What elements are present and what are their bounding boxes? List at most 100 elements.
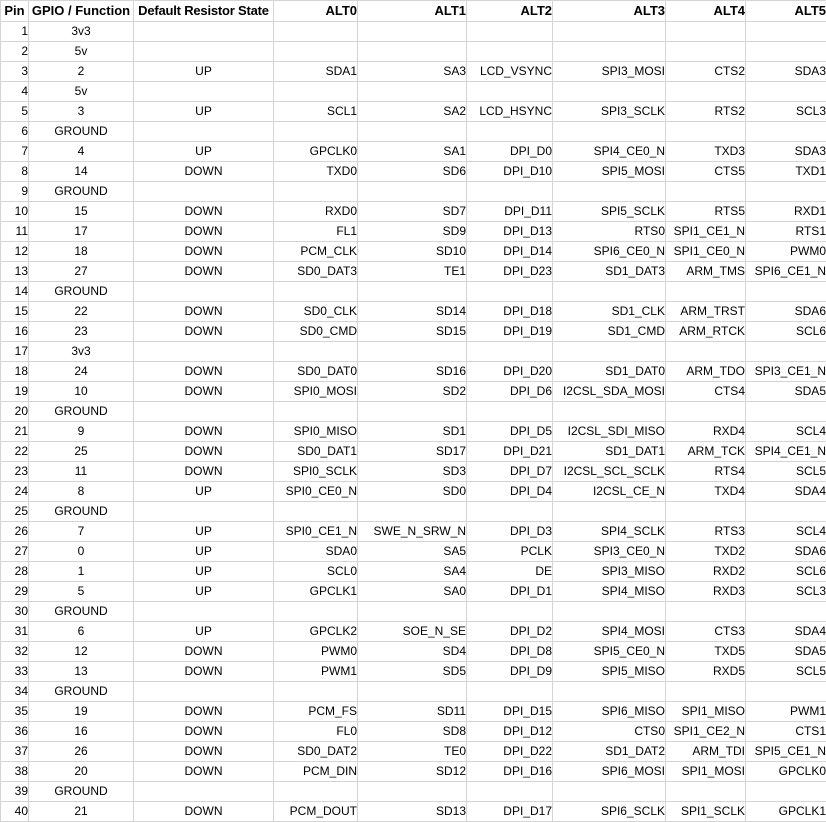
cell-alt1	[358, 22, 467, 42]
cell-alt5: SDA5	[746, 642, 826, 662]
cell-pin: 40	[1, 802, 29, 822]
cell-pin: 25	[1, 502, 29, 522]
cell-alt4: RXD5	[666, 662, 746, 682]
cell-alt2: DPI_D5	[467, 422, 553, 442]
cell-alt5: PWM1	[746, 702, 826, 722]
cell-pin: 35	[1, 702, 29, 722]
cell-alt3: SPI4_MISO	[553, 582, 666, 602]
cell-alt1: SA3	[358, 62, 467, 82]
column-header-alt4: ALT4	[666, 1, 746, 22]
cell-alt2: DPI_D14	[467, 242, 553, 262]
cell-gpio: 7	[29, 522, 134, 542]
cell-alt4: ARM_TMS	[666, 262, 746, 282]
cell-gpio: 19	[29, 702, 134, 722]
cell-alt1: SA5	[358, 542, 467, 562]
cell-alt2: DPI_D10	[467, 162, 553, 182]
cell-alt2	[467, 122, 553, 142]
cell-alt2: DPI_D7	[467, 462, 553, 482]
cell-alt0: SPI0_MOSI	[274, 382, 358, 402]
cell-pin: 13	[1, 262, 29, 282]
cell-resistor	[134, 282, 274, 302]
cell-gpio: 17	[29, 222, 134, 242]
cell-alt3	[553, 182, 666, 202]
cell-alt2	[467, 502, 553, 522]
cell-alt3: SPI3_SCLK	[553, 102, 666, 122]
cell-alt5	[746, 602, 826, 622]
cell-alt1: SD12	[358, 762, 467, 782]
cell-alt0	[274, 342, 358, 362]
cell-alt5	[746, 42, 826, 62]
cell-alt1: SD3	[358, 462, 467, 482]
cell-alt4	[666, 502, 746, 522]
cell-gpio: 11	[29, 462, 134, 482]
cell-alt1	[358, 602, 467, 622]
column-header-pin: Pin	[1, 1, 29, 22]
cell-resistor	[134, 42, 274, 62]
cell-alt5	[746, 502, 826, 522]
cell-alt5	[746, 342, 826, 362]
cell-alt0: GPCLK2	[274, 622, 358, 642]
cell-alt4: SPI1_MOSI	[666, 762, 746, 782]
cell-pin: 6	[1, 122, 29, 142]
cell-alt5	[746, 782, 826, 802]
cell-alt2	[467, 182, 553, 202]
cell-resistor	[134, 182, 274, 202]
cell-alt1	[358, 782, 467, 802]
cell-alt5: SDA6	[746, 542, 826, 562]
cell-alt5: CTS1	[746, 722, 826, 742]
cell-alt3: SPI4_MOSI	[553, 622, 666, 642]
cell-resistor	[134, 122, 274, 142]
cell-gpio: 3v3	[29, 342, 134, 362]
cell-alt0: SDA1	[274, 62, 358, 82]
cell-alt5: PWM0	[746, 242, 826, 262]
cell-alt5: SCL5	[746, 662, 826, 682]
cell-alt1	[358, 282, 467, 302]
cell-alt4	[666, 602, 746, 622]
cell-pin: 19	[1, 382, 29, 402]
cell-gpio: 1	[29, 562, 134, 582]
cell-alt1	[358, 682, 467, 702]
cell-alt1: SD8	[358, 722, 467, 742]
cell-resistor: DOWN	[134, 802, 274, 822]
cell-resistor: DOWN	[134, 302, 274, 322]
cell-alt0: SD0_DAT2	[274, 742, 358, 762]
cell-pin: 37	[1, 742, 29, 762]
cell-alt0: SD0_DAT3	[274, 262, 358, 282]
cell-gpio: 12	[29, 642, 134, 662]
cell-alt2: DPI_D1	[467, 582, 553, 602]
cell-alt5: RXD1	[746, 202, 826, 222]
cell-alt3: I2CSL_SCL_SCLK	[553, 462, 666, 482]
cell-pin: 16	[1, 322, 29, 342]
cell-alt0	[274, 782, 358, 802]
cell-alt2	[467, 282, 553, 302]
cell-alt5	[746, 282, 826, 302]
cell-alt5: SDA3	[746, 62, 826, 82]
cell-gpio: GROUND	[29, 182, 134, 202]
cell-alt0	[274, 182, 358, 202]
cell-alt1: SD7	[358, 202, 467, 222]
cell-pin: 38	[1, 762, 29, 782]
cell-alt0: PCM_FS	[274, 702, 358, 722]
cell-alt4	[666, 342, 746, 362]
cell-alt5: TXD1	[746, 162, 826, 182]
cell-alt5: SCL6	[746, 322, 826, 342]
cell-resistor: UP	[134, 542, 274, 562]
cell-alt2: DE	[467, 562, 553, 582]
cell-alt1: TE1	[358, 262, 467, 282]
cell-alt0: SD0_DAT1	[274, 442, 358, 462]
cell-alt0: SD0_DAT0	[274, 362, 358, 382]
